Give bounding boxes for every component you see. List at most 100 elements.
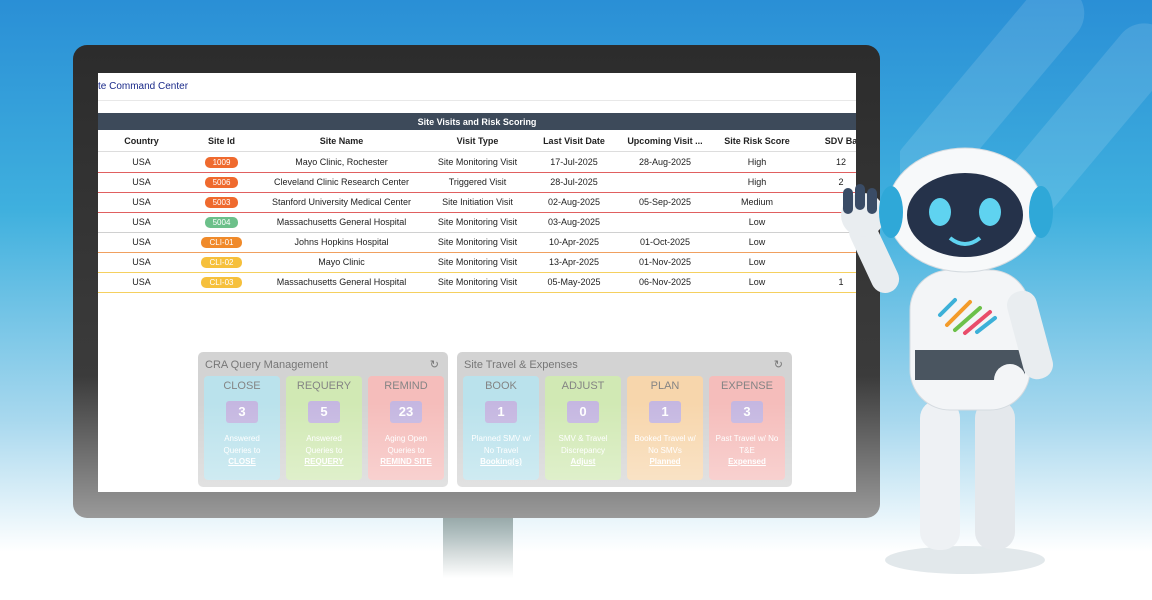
cell-text: Low <box>748 237 766 247</box>
cell: USA <box>98 172 185 192</box>
cell: USA <box>98 232 185 252</box>
card-link[interactable]: Adjust <box>545 457 621 466</box>
card-title: REQUERY <box>296 380 352 392</box>
card-title: PLAN <box>650 380 680 392</box>
card-link[interactable]: CLOSE <box>204 457 280 466</box>
column-header: Upcoming Visit ... <box>627 136 703 146</box>
table-row: USA 1009 Mayo Clinic, Rochester Site Monito… <box>98 152 856 173</box>
cell-text: 01-Nov-2025 <box>638 257 692 267</box>
card-text: SMV & Travel Discrepancy <box>551 433 615 457</box>
card-title: EXPENSE <box>721 380 773 392</box>
cell: Medium <box>712 192 802 212</box>
cell-text: 06-Nov-2025 <box>638 277 692 287</box>
card-text: Planned SMV w/ No Travel <box>469 433 533 457</box>
cell: Low <box>712 232 802 252</box>
card-link[interactable]: Expensed <box>709 457 785 466</box>
cell-text: 1 <box>838 277 844 287</box>
cell: 17-Jul-2025 <box>530 152 618 172</box>
table-row: USA CLI-03 Massachusetts General Hospital S… <box>98 272 856 293</box>
cell-text: USA <box>132 217 151 227</box>
cell-text: Massachusetts General Hospital <box>276 217 407 227</box>
cell: High <box>712 172 802 192</box>
cell-text: Cleveland Clinic Research Center <box>273 177 410 187</box>
screen: te Command Center Site Visits and Risk S… <box>98 73 856 492</box>
fade <box>98 403 856 492</box>
card-count: 3 <box>226 401 258 423</box>
cell: Site Monitoring Visit <box>425 212 530 232</box>
cell: Low <box>712 252 802 272</box>
cell-text: 05-May-2025 <box>547 277 601 287</box>
card-count: 1 <box>485 401 517 423</box>
cell: 1009 <box>185 152 258 172</box>
card-count: 5 <box>308 401 340 423</box>
card-title: REMIND <box>384 380 428 392</box>
site-badge: 5006 <box>204 176 239 188</box>
cell-text: 10-Apr-2025 <box>548 237 600 247</box>
cell-text: 01-Oct-2025 <box>639 237 691 247</box>
panel: CRA Query Management ↻ CLOSE 3 Answered Quer… <box>198 352 448 487</box>
cell-text: Low <box>748 277 766 287</box>
card: REMIND 23 Aging Open Queries toREMIND SITE <box>368 376 444 480</box>
cell-text: Site Initiation Visit <box>442 197 513 207</box>
cell: CLI-01 <box>185 232 258 252</box>
column-header: SDV Ba <box>824 136 856 146</box>
cell-text: Low <box>748 257 766 267</box>
column-header: Visit Type <box>456 136 499 146</box>
cell: 5004 <box>185 212 258 232</box>
cell: Site Monitoring Visit <box>425 272 530 292</box>
table-row: USA CLI-02 Mayo Clinic Site Monitoring Visi… <box>98 252 856 273</box>
cell-text: Triggered Visit <box>448 177 507 187</box>
card-link[interactable]: Planned <box>627 457 703 466</box>
card: PLAN 1 Booked Travel w/ No SMVsPlanned <box>627 376 703 480</box>
cell-text: USA <box>132 237 151 247</box>
cell: USA <box>98 272 185 292</box>
card: BOOK 1 Planned SMV w/ No TravelBooking(s) <box>463 376 539 480</box>
cell: Site Monitoring Visit <box>425 152 530 172</box>
table-row: USA 5003 Stanford University Medical Cente… <box>98 192 856 213</box>
monitor-stand <box>443 518 513 578</box>
header-row: Country Site Id Site Name Visit Type Last Vi… <box>98 131 856 152</box>
cell <box>618 172 712 192</box>
card-count: 3 <box>731 401 763 423</box>
cell: Site Initiation Visit <box>425 192 530 212</box>
site-badge: 1009 <box>204 156 239 168</box>
cell: 5006 <box>185 172 258 192</box>
cell: 01-Oct-2025 <box>618 232 712 252</box>
cell: USA <box>98 252 185 272</box>
column-header: Last Visit Date <box>543 136 605 146</box>
cell-text: Site Monitoring Visit <box>437 157 518 167</box>
card: REQUERY5Answered Queries toREQUERY <box>286 376 362 480</box>
cell-text: Site Monitoring Visit <box>437 237 518 247</box>
cell: USA <box>98 192 185 212</box>
card-link[interactable]: Booking(s) <box>463 457 539 466</box>
site-badge: 5003 <box>204 196 239 208</box>
card-title: ADJUST <box>561 380 605 392</box>
cell-text: 12 <box>835 157 846 167</box>
cell: 1 <box>802 272 856 292</box>
panel-title: Site Travel & Expenses <box>464 359 578 371</box>
app-title: te Command Center <box>98 81 189 92</box>
table-row: USA 5006 Cleveland Clinic Research Center T… <box>98 172 856 193</box>
cell: Stanford University Medical Center <box>258 192 425 212</box>
cell: Mayo Clinic, Rochester <box>258 152 425 172</box>
column-header: Country <box>124 136 159 146</box>
card-text: Booked Travel w/ No SMVs <box>633 433 697 457</box>
robot <box>841 147 1053 574</box>
cell-text: High <box>747 157 767 167</box>
cell: 10-Apr-2025 <box>530 232 618 252</box>
card-link[interactable]: REQUERY <box>286 457 362 466</box>
card-link[interactable]: REMIND SITE <box>368 457 444 466</box>
cell-text: USA <box>132 277 151 287</box>
card-count: 1 <box>649 401 681 423</box>
cell: 05-Sep-2025 <box>618 192 712 212</box>
table-row: USA CLI-01 Johns Hopkins Hospital Site Moni… <box>98 232 856 253</box>
cell: 06-Nov-2025 <box>618 272 712 292</box>
cell-text: Medium <box>740 197 773 207</box>
cell-text: 05-Sep-2025 <box>638 197 692 207</box>
cell: Triggered Visit <box>425 172 530 192</box>
column-header: Site Id <box>207 136 235 146</box>
cell: USA <box>98 152 185 172</box>
site-badge: 5004 <box>204 216 239 228</box>
